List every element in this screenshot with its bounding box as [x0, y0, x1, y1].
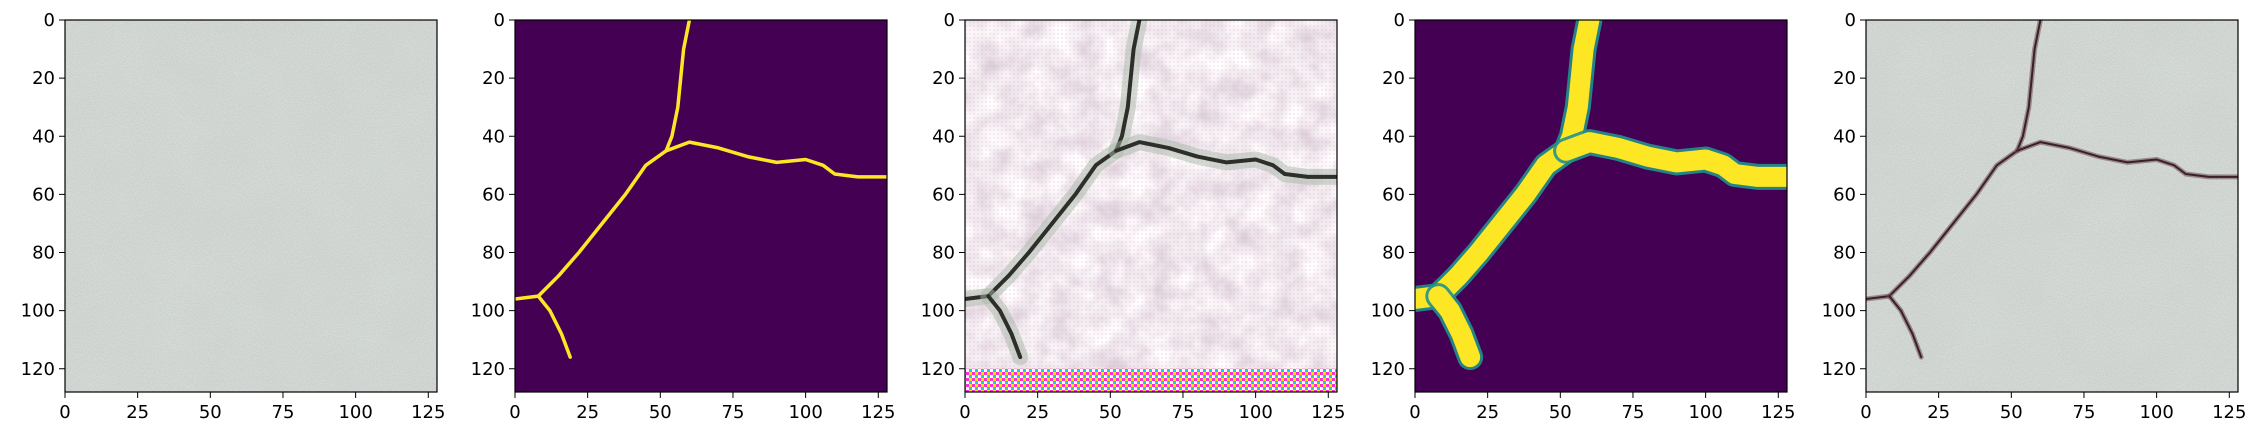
- axes-frame: [1865, 19, 2239, 393]
- axes-frame: [964, 19, 1338, 393]
- crack-mask-line: [664, 140, 887, 179]
- x-tick-label: 0: [1860, 402, 1871, 423]
- axes-frame: [64, 19, 438, 393]
- x-tick-label: 25: [1476, 402, 1499, 423]
- y-tick-label: 100: [1371, 301, 1405, 322]
- x-tick-label: 100: [1688, 402, 1722, 423]
- x-tick-label: 75: [272, 402, 295, 423]
- x-tick-label: 75: [1172, 402, 1195, 423]
- axes-frame: [514, 19, 888, 393]
- x-tick-label: 125: [1761, 402, 1795, 423]
- x-tick-label: 0: [1409, 402, 1420, 423]
- y-tick-label: 40: [482, 126, 505, 147]
- x-tick-label: 25: [126, 402, 149, 423]
- x-tick-label: 50: [2000, 402, 2023, 423]
- crack-mask-line: [1415, 20, 1600, 309]
- x-tick-label: 0: [959, 402, 970, 423]
- y-tick-label: 80: [32, 243, 55, 264]
- x-tick-label: 50: [199, 402, 222, 423]
- y-tick-label: 60: [32, 184, 55, 205]
- y-tick-label: 0: [944, 10, 955, 31]
- y-tick-label: 60: [1833, 184, 1856, 205]
- y-tick-label: 40: [1833, 126, 1856, 147]
- x-tick-label: 25: [1927, 402, 1950, 423]
- y-tick-label: 40: [932, 126, 955, 147]
- y-tick-label: 0: [1845, 10, 1856, 31]
- y-tick-label: 40: [32, 126, 55, 147]
- crack-line: [986, 294, 1023, 360]
- panel-image: [65, 20, 437, 392]
- y-tick-label: 60: [1382, 184, 1405, 205]
- y-tick-label: 80: [1382, 243, 1405, 264]
- y-tick-label: 0: [494, 10, 505, 31]
- crack-mask-line: [515, 20, 692, 301]
- y-tick-label: 120: [21, 359, 55, 380]
- x-tick-label: 25: [1026, 402, 1049, 423]
- crack-mask-line: [1428, 286, 1481, 368]
- y-tick-label: 120: [471, 359, 505, 380]
- axes-frame: [1414, 19, 1788, 393]
- y-tick-label: 20: [1382, 68, 1405, 89]
- panel-generated-crack: 0 25 50 75 100 125 0 20 40 60 80 100 120: [921, 10, 1346, 423]
- y-tick-label: 60: [932, 184, 955, 205]
- y-tick-label: 100: [471, 301, 505, 322]
- x-tick-label: 125: [1311, 402, 1345, 423]
- x-tick-label: 100: [338, 402, 372, 423]
- y-tick-label: 60: [482, 184, 505, 205]
- y-tick-label: 100: [921, 301, 955, 322]
- y-tick-label: 80: [932, 243, 955, 264]
- y-tick-label: 120: [921, 359, 955, 380]
- crack-line: [965, 20, 1142, 301]
- x-tick-label: 100: [1238, 402, 1272, 423]
- crack-line: [1114, 140, 1337, 179]
- y-tick-label: 20: [1833, 68, 1856, 89]
- y-tick-label: 120: [1371, 359, 1405, 380]
- panel-image: [1866, 20, 2238, 392]
- x-tick-label: 75: [2073, 402, 2096, 423]
- artifact-band: [965, 368, 1337, 392]
- x-tick-label: 125: [2212, 402, 2246, 423]
- x-tick-label: 100: [788, 402, 822, 423]
- panel-crack-mask-thick: 0 25 50 75 100 125 0 20 40 60 80 100 120: [1371, 10, 1796, 423]
- y-tick-label: 120: [1822, 359, 1856, 380]
- y-tick-label: 20: [32, 68, 55, 89]
- panel-image: [515, 20, 887, 392]
- y-tick-label: 80: [482, 243, 505, 264]
- crack-mask-line: [536, 294, 572, 359]
- panel-blended-result: 0 25 50 75 100 125 0 20 40 60 80 100 120: [1822, 10, 2247, 423]
- panel-image: [965, 20, 1337, 392]
- y-tick-label: 40: [1382, 126, 1405, 147]
- x-tick-label: 0: [59, 402, 70, 423]
- panel-crack-mask-thin: 0 25 50 75 100 125 0 20 40 60 80 100 120: [471, 10, 896, 423]
- y-tick-label: 80: [1833, 243, 1856, 264]
- x-tick-label: 50: [1099, 402, 1122, 423]
- x-tick-label: 125: [861, 402, 895, 423]
- x-tick-label: 50: [1549, 402, 1572, 423]
- y-tick-label: 100: [1822, 301, 1856, 322]
- y-tick-label: 0: [44, 10, 55, 31]
- crack-mask-line: [1556, 132, 1787, 187]
- panel-original: 0 25 50 75 100 125 0 20 40 60 80 100 120: [21, 10, 446, 423]
- panel-image: [1415, 20, 1787, 392]
- y-tick-label: 20: [932, 68, 955, 89]
- y-tick-label: 20: [482, 68, 505, 89]
- x-tick-label: 100: [2139, 402, 2173, 423]
- x-tick-label: 50: [649, 402, 672, 423]
- y-tick-label: 0: [1394, 10, 1405, 31]
- x-tick-label: 75: [722, 402, 745, 423]
- x-tick-label: 0: [509, 402, 520, 423]
- x-tick-label: 75: [1622, 402, 1645, 423]
- x-tick-label: 25: [576, 402, 599, 423]
- x-tick-label: 125: [411, 402, 445, 423]
- y-tick-label: 100: [21, 301, 55, 322]
